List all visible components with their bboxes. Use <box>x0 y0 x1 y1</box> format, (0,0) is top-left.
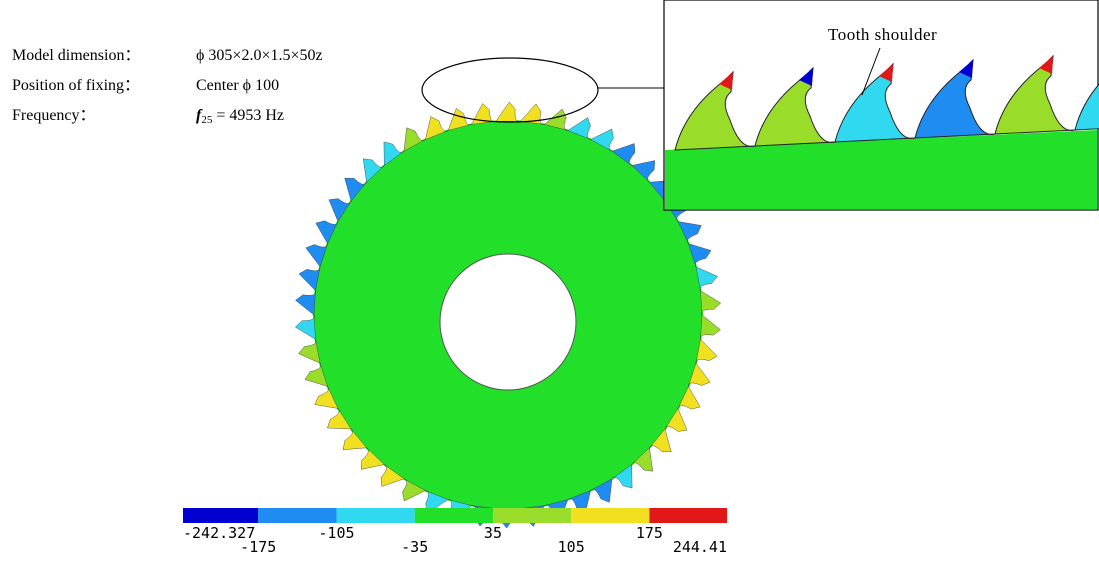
frequency-key: Frequency： <box>12 107 96 124</box>
fixing-value: Center ϕ 100 <box>196 77 279 94</box>
colorbar-label: -35 <box>401 538 428 556</box>
tooth <box>700 315 720 339</box>
inset-teeth <box>665 52 1099 209</box>
colorbar-band <box>493 508 571 523</box>
colorbar-band <box>415 508 493 523</box>
colorbar-label: 175 <box>636 524 663 542</box>
colorbar-band <box>336 508 414 523</box>
colorbar-label: -175 <box>240 538 276 556</box>
colorbar-band <box>258 508 336 523</box>
model-value: ϕ 305×2.0×1.5×50z <box>196 47 323 64</box>
inset-annotation: Tooth shoulder <box>828 25 937 44</box>
colorbar-label: -105 <box>318 524 354 542</box>
tooth <box>496 102 520 122</box>
tooth <box>701 291 721 315</box>
colorbar-band <box>649 508 727 523</box>
figure: Model dimension： ϕ 305×2.0×1.5×50z Posit… <box>0 0 1099 560</box>
inset: Tooth shoulder <box>664 0 1099 210</box>
frequency: f25 = 4953 Hz <box>196 107 284 126</box>
model-key: Model dimension： <box>12 47 140 64</box>
fixing-key: Position of fixing： <box>12 77 140 94</box>
freq-value: = 4953 Hz <box>212 107 284 124</box>
tooth <box>296 291 316 315</box>
colorbar-label: 35 <box>484 524 502 542</box>
freq-sub: 25 <box>201 114 213 126</box>
colorbar-label: 105 <box>558 538 585 556</box>
tooth <box>295 315 315 339</box>
colorbar-band <box>571 508 649 523</box>
colorbar-label: 244.41 <box>673 538 727 556</box>
colorbar-band <box>183 508 258 523</box>
center-hole <box>440 254 576 390</box>
